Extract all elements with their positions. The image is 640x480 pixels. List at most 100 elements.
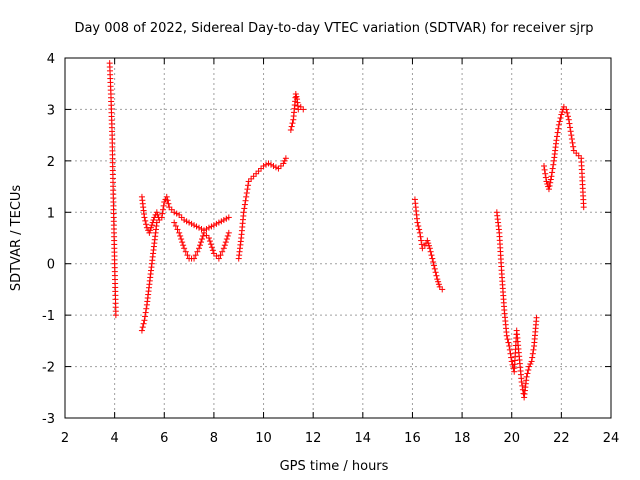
data-point bbox=[433, 272, 440, 279]
data-point bbox=[182, 248, 189, 255]
data-point bbox=[427, 248, 434, 255]
data-point bbox=[217, 252, 224, 259]
data-point bbox=[416, 226, 423, 233]
data-point bbox=[148, 224, 155, 231]
data-point bbox=[426, 242, 432, 249]
x-tick-label: 10 bbox=[255, 431, 272, 446]
y-tick-label: -3 bbox=[42, 412, 55, 427]
data-point bbox=[546, 182, 553, 189]
data-point bbox=[431, 265, 438, 272]
data-point bbox=[564, 113, 571, 120]
data-point bbox=[245, 182, 252, 189]
data-point bbox=[159, 210, 166, 217]
data-point bbox=[293, 93, 300, 100]
data-point bbox=[148, 222, 155, 229]
data-point bbox=[206, 238, 213, 245]
data-point bbox=[220, 245, 227, 252]
data-point bbox=[241, 201, 248, 208]
data-point bbox=[184, 252, 191, 259]
data-point bbox=[146, 229, 153, 236]
data-point bbox=[505, 339, 512, 346]
data-point bbox=[147, 227, 154, 234]
data-point bbox=[564, 109, 571, 116]
data-point bbox=[547, 179, 554, 186]
data-point bbox=[139, 324, 146, 331]
data-point bbox=[519, 382, 526, 389]
data-point bbox=[282, 155, 289, 162]
data-point bbox=[198, 236, 205, 243]
data-point bbox=[507, 350, 514, 357]
data-point bbox=[429, 255, 436, 262]
data-point bbox=[567, 124, 574, 131]
data-point bbox=[416, 229, 423, 236]
data-point bbox=[242, 197, 249, 204]
x-tick-label: 16 bbox=[404, 431, 421, 446]
data-point bbox=[161, 199, 168, 205]
x-tick-label: 22 bbox=[553, 431, 570, 446]
data-point bbox=[547, 176, 554, 183]
data-point bbox=[425, 240, 432, 247]
data-point bbox=[177, 232, 184, 239]
data-point bbox=[163, 193, 170, 200]
data-point bbox=[434, 276, 441, 283]
y-axis-label: SDTVAR / TECUs bbox=[9, 185, 24, 292]
data-point bbox=[225, 229, 232, 236]
data-point bbox=[555, 121, 562, 128]
data-point bbox=[554, 133, 561, 140]
data-point bbox=[179, 239, 186, 246]
data-point bbox=[280, 160, 287, 167]
x-tick-label: 2 bbox=[61, 431, 69, 446]
data-point bbox=[508, 354, 515, 361]
data-point bbox=[439, 286, 446, 293]
data-point bbox=[172, 223, 179, 229]
x-tick-label: 24 bbox=[603, 431, 620, 446]
data-point bbox=[518, 379, 525, 385]
data-point bbox=[428, 252, 435, 259]
data-point bbox=[542, 170, 549, 177]
data-point bbox=[563, 106, 570, 113]
data-point bbox=[430, 259, 437, 265]
data-point bbox=[174, 226, 181, 233]
data-point bbox=[142, 313, 149, 320]
data-point bbox=[530, 346, 537, 353]
data-point bbox=[524, 370, 531, 377]
data-point bbox=[176, 229, 183, 236]
data-point bbox=[527, 361, 534, 367]
data-point bbox=[528, 358, 535, 365]
y-tick-label: -2 bbox=[42, 361, 55, 376]
data-point bbox=[181, 245, 188, 252]
data-point bbox=[558, 111, 565, 118]
x-tick-label: 6 bbox=[160, 431, 168, 446]
data-point bbox=[142, 217, 149, 224]
data-point bbox=[292, 91, 299, 97]
data-point bbox=[223, 236, 230, 243]
data-point bbox=[288, 123, 295, 130]
data-point bbox=[222, 239, 229, 246]
data-point bbox=[192, 252, 199, 259]
data-point bbox=[417, 233, 424, 240]
data-point bbox=[550, 161, 557, 168]
data-point bbox=[565, 116, 572, 123]
data-point bbox=[424, 237, 431, 244]
y-tick-label: 3 bbox=[47, 103, 55, 118]
x-tick-label: 14 bbox=[355, 431, 372, 446]
data-point bbox=[143, 305, 150, 312]
x-tick-label: 12 bbox=[305, 431, 322, 446]
data-point bbox=[540, 163, 547, 169]
data-points bbox=[106, 60, 587, 401]
data-point bbox=[568, 132, 575, 139]
data-point bbox=[557, 115, 564, 121]
data-point bbox=[205, 235, 212, 241]
data-point bbox=[418, 241, 425, 248]
data-point bbox=[567, 128, 574, 135]
x-tick-label: 18 bbox=[454, 431, 471, 446]
data-point bbox=[241, 205, 248, 212]
y-tick-label: 4 bbox=[47, 52, 55, 67]
data-point bbox=[154, 211, 161, 218]
data-point bbox=[542, 174, 549, 181]
data-point bbox=[549, 165, 556, 172]
data-point bbox=[140, 320, 147, 327]
y-tick-label: -1 bbox=[42, 309, 55, 324]
y-tick-label: 0 bbox=[47, 258, 55, 273]
data-point bbox=[430, 262, 437, 269]
